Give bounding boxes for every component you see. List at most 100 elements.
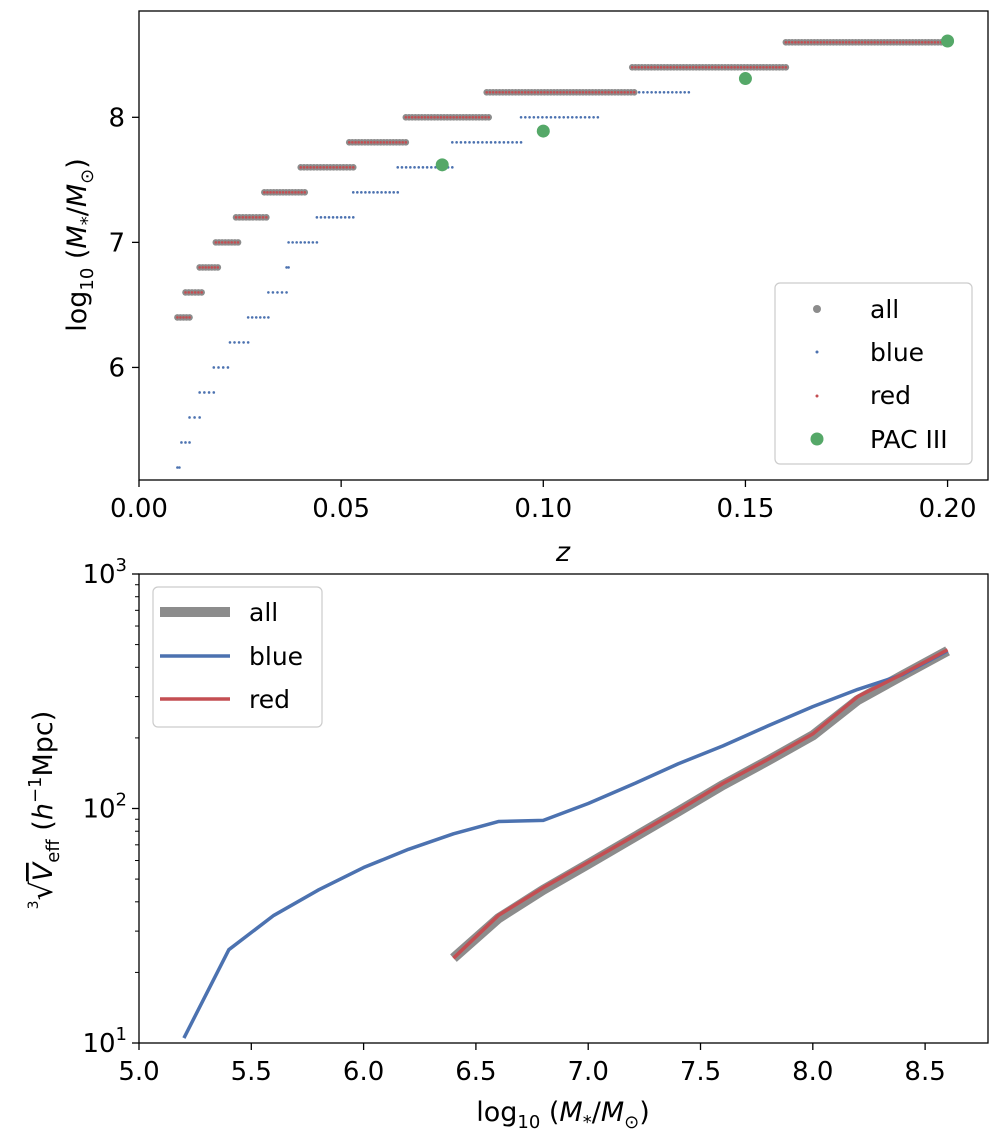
blue-point <box>315 216 319 219</box>
red-point <box>407 116 411 119</box>
blue-point <box>351 216 355 219</box>
red-point <box>251 216 255 219</box>
red-point <box>656 65 660 69</box>
red-point <box>803 40 807 44</box>
red-point <box>501 90 505 94</box>
red-point <box>908 40 911 44</box>
red-point <box>749 65 752 69</box>
red-point <box>594 90 598 94</box>
blue-point <box>285 291 288 294</box>
red-point <box>227 241 230 244</box>
red-point <box>187 291 191 294</box>
red-point <box>366 141 370 144</box>
blue-point <box>409 166 412 169</box>
red-point <box>357 141 360 144</box>
red-point <box>398 141 401 144</box>
blue-point <box>396 191 400 194</box>
red-point <box>258 216 261 219</box>
top-x-tick-label: 0.00 <box>110 494 168 524</box>
blue-point <box>392 191 396 194</box>
blue-point <box>451 141 454 144</box>
blue-point <box>198 391 201 394</box>
red-point <box>477 116 481 119</box>
blue-point <box>519 141 523 144</box>
red-point <box>710 65 714 69</box>
red-point <box>373 141 376 144</box>
blue-point <box>237 341 241 344</box>
blue-point <box>242 341 245 344</box>
blue-point <box>413 166 416 169</box>
red-point <box>351 166 355 169</box>
blue-point <box>307 241 311 244</box>
red-point <box>351 141 354 144</box>
red-point <box>675 65 679 69</box>
red-point <box>924 40 927 44</box>
red-point <box>414 116 417 119</box>
top-y-ticks: 6 7 8 <box>108 103 139 383</box>
red-point <box>309 166 312 169</box>
red-point <box>461 116 465 119</box>
red-point <box>410 116 414 119</box>
legend-pac-marker <box>810 432 824 446</box>
red-point <box>927 40 930 44</box>
legend-pac-label: PAC III <box>870 425 948 454</box>
red-point <box>213 266 217 269</box>
blue-point <box>351 191 355 194</box>
red-point <box>224 241 227 244</box>
blue-point <box>184 441 187 444</box>
red-point <box>643 65 647 69</box>
red-point <box>261 216 265 219</box>
blue-point <box>421 166 425 169</box>
blue-point <box>327 216 331 219</box>
blue-point <box>425 166 429 169</box>
blue-point <box>376 191 379 194</box>
red-point <box>920 40 924 44</box>
red-point <box>190 291 194 294</box>
red-point <box>742 65 746 69</box>
red-point <box>272 191 275 194</box>
blue-point <box>380 191 383 194</box>
red-point <box>549 90 553 94</box>
blue-point <box>372 191 375 194</box>
red-point <box>616 90 620 94</box>
blue-point <box>481 141 484 144</box>
red-point <box>685 65 688 69</box>
red-point <box>905 40 908 44</box>
red-point <box>338 166 342 169</box>
red-point <box>613 90 617 94</box>
red-point <box>736 65 740 69</box>
red-point <box>914 40 918 44</box>
red-point <box>678 65 682 69</box>
red-point <box>445 116 449 119</box>
blue-point <box>506 141 510 144</box>
red-point <box>312 166 316 169</box>
red-point <box>714 65 717 69</box>
blue-point <box>502 141 506 144</box>
red-point <box>325 166 329 169</box>
red-point <box>889 40 892 44</box>
red-point <box>236 241 240 244</box>
red-point <box>584 90 588 94</box>
red-point <box>755 65 759 69</box>
red-point <box>201 266 204 269</box>
red-point <box>382 141 386 144</box>
blue-point <box>666 90 670 94</box>
red-point <box>578 90 582 94</box>
red-point <box>385 141 389 144</box>
blue-point <box>267 316 270 319</box>
red-point <box>650 65 653 69</box>
red-point <box>771 65 775 69</box>
blue-point <box>493 141 497 144</box>
red-point <box>234 216 238 219</box>
blue-point <box>592 116 595 119</box>
bottom-y-tick-label: 103 <box>82 555 127 590</box>
legend-red-label: red <box>870 381 911 410</box>
red-point <box>488 90 492 94</box>
red-point <box>207 266 211 269</box>
red-point <box>379 141 382 144</box>
red-point <box>886 40 889 44</box>
red-point <box>787 40 791 44</box>
red-point <box>184 291 187 294</box>
blue-point <box>498 141 501 144</box>
red-point <box>200 291 203 294</box>
